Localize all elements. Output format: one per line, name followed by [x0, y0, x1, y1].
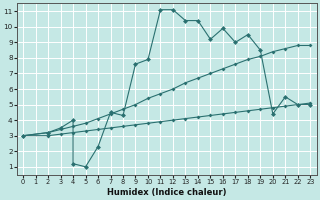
- X-axis label: Humidex (Indice chaleur): Humidex (Indice chaleur): [107, 188, 227, 197]
